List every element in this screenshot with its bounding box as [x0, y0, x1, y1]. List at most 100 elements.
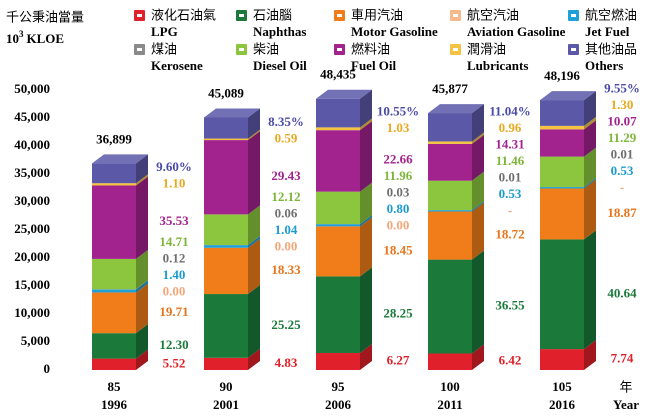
bar-segment [204, 138, 248, 141]
bar-segment [92, 183, 136, 186]
legend-label: 燃料油 [351, 42, 390, 58]
bar-top [316, 89, 372, 99]
y-tick-label: 40,000 [14, 137, 50, 152]
value-label: 28.25 [383, 306, 413, 321]
bar-side [472, 201, 484, 211]
value-label: 0.53 [611, 163, 634, 178]
value-label: 9.55% [604, 80, 640, 95]
legend-label: 其他油品 [585, 43, 637, 58]
y-tick-label: 50,000 [14, 81, 50, 96]
total-label: 45,089 [208, 85, 244, 100]
value-label: 18.33 [271, 262, 301, 277]
legend-icon [239, 14, 244, 17]
bar-side [136, 280, 148, 290]
bar-segment [540, 349, 584, 370]
value-label: 11.04% [489, 103, 531, 118]
value-label: - [508, 202, 512, 217]
y-axis-label: 千公秉油當量 [6, 10, 84, 26]
bar-segment [428, 141, 472, 144]
bar-side [248, 285, 260, 358]
legend-icon [137, 48, 142, 51]
value-label: 10.55% [377, 103, 419, 118]
x-tick-label: 105 [552, 379, 572, 394]
value-label: 18.45 [383, 242, 413, 257]
x-axis-label: 年 [619, 381, 632, 396]
bar-side [136, 280, 148, 293]
bar-side [248, 348, 260, 370]
legend-icon [137, 14, 142, 17]
legend-icon [453, 48, 458, 51]
x-tick-label: 85 [108, 379, 122, 394]
y-tick-label: 45,000 [14, 109, 50, 124]
x-tick-label-year: 2016 [549, 397, 576, 412]
value-label: 40.64 [607, 285, 637, 300]
bar-segment [428, 113, 472, 142]
value-label: 1.30 [611, 97, 634, 112]
legend-icon [571, 48, 576, 51]
value-label: 14.71 [159, 234, 188, 249]
bar-segment [428, 180, 472, 211]
bar-side [584, 116, 596, 130]
value-label: 25.25 [271, 317, 301, 332]
bar-side [360, 89, 372, 128]
bar-segment [540, 125, 584, 130]
bar-segment [540, 188, 584, 240]
legend-label-en: LPG [151, 24, 178, 39]
bar-side [584, 178, 596, 189]
value-label: 19.71 [159, 304, 188, 319]
bar-side [584, 340, 596, 370]
bar-side [136, 249, 148, 290]
unit-base: 10 [6, 31, 19, 46]
bar-side [248, 131, 260, 215]
bar-segment [316, 127, 360, 131]
legend-label: 車用汽油 [351, 9, 403, 24]
value-label: 12.30 [159, 337, 188, 352]
legend-label-en: Others [585, 58, 623, 73]
value-label: 8.35% [268, 114, 304, 129]
bar-side [472, 202, 484, 260]
x-tick-label-year: 1996 [101, 397, 128, 412]
value-label: 0.01 [499, 169, 522, 184]
legend-label-en: Kerosene [151, 58, 203, 73]
y-tick-label: 35,000 [14, 165, 50, 180]
value-label: 1.04 [275, 222, 298, 237]
bar-side [584, 179, 596, 240]
x-tick-label-year: 2006 [325, 397, 352, 412]
value-label: 18.72 [495, 227, 524, 242]
legend-icon [571, 14, 576, 17]
unit-exp: 3 [19, 29, 24, 39]
bar-side [136, 154, 148, 184]
bar-segment [92, 292, 136, 334]
y-axis-unit: 103 KLOE [6, 29, 64, 46]
bar-side [584, 120, 596, 157]
value-label: 35.53 [159, 213, 189, 228]
bar-segment [204, 117, 248, 139]
legend-icon [239, 48, 244, 51]
bar-side [584, 147, 596, 188]
bar-side [584, 178, 596, 188]
bar-side [472, 104, 484, 142]
bar-segment [92, 333, 136, 359]
bar-side [248, 238, 260, 295]
bar-side [248, 108, 260, 139]
bar-top [92, 154, 148, 164]
value-label: 0.53 [499, 186, 522, 201]
bar-side [360, 182, 372, 225]
bar-side [136, 176, 148, 259]
bar-side [248, 129, 260, 141]
bar-side [136, 174, 148, 186]
value-label: 4.83 [275, 355, 298, 370]
bar-side [584, 230, 596, 350]
bar-segment [204, 245, 248, 248]
value-label: 0.12 [163, 250, 186, 265]
bar-side [248, 235, 260, 246]
value-label: 0.59 [275, 130, 298, 145]
value-label: 12.12 [271, 189, 300, 204]
value-label: 18.87 [607, 205, 637, 220]
legend-label-en: Diesel Oil [253, 58, 307, 73]
bar-top [204, 108, 260, 118]
unit-text: KLOE [27, 31, 65, 46]
value-label: 0.00 [275, 239, 298, 254]
y-tick-label: 0 [44, 361, 51, 376]
bar-segment [204, 247, 248, 295]
